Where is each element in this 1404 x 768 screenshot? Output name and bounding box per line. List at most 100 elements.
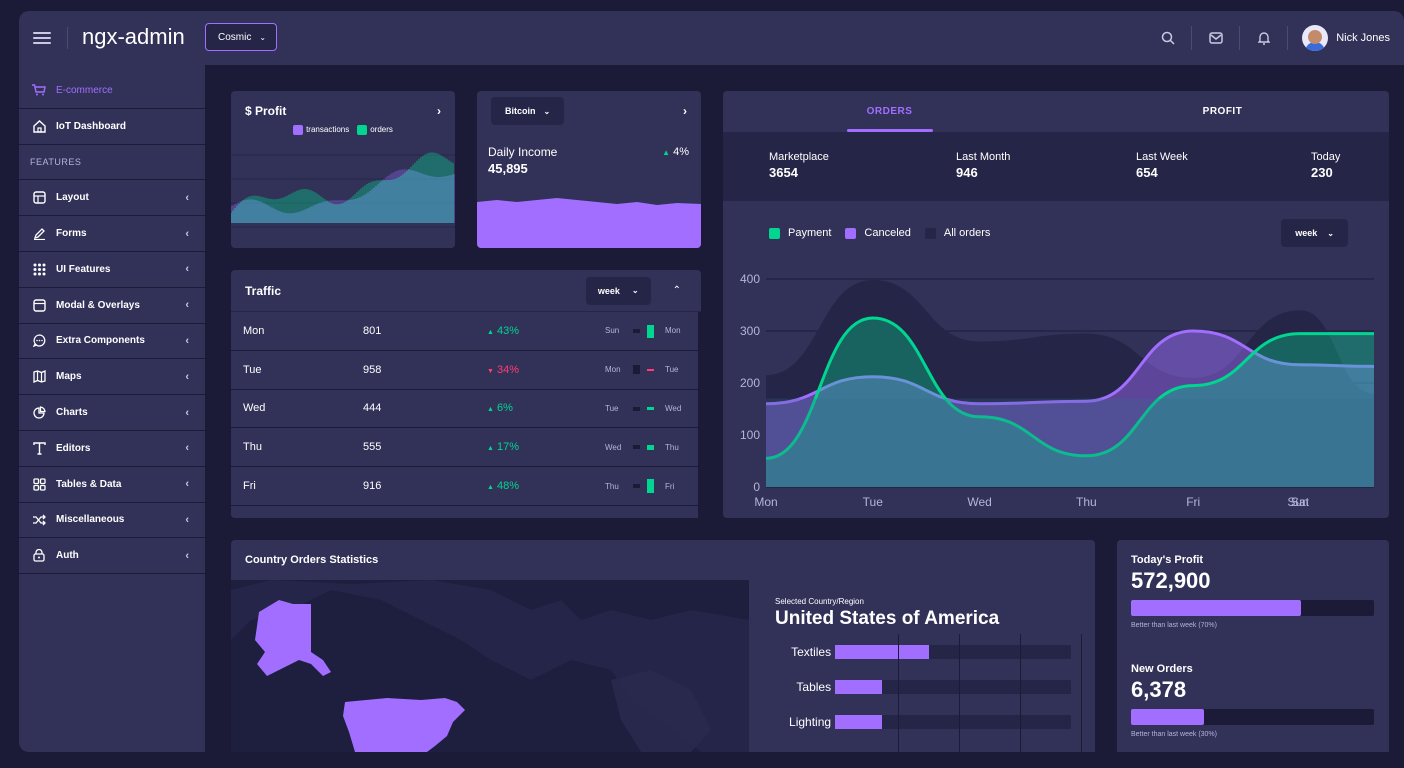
legend-item[interactable]: Payment [769, 227, 831, 239]
table-row[interactable]: Tue 958 ▼ 34% Mon Tue [231, 351, 698, 390]
email-icon[interactable] [1192, 26, 1241, 50]
y-tick-label: 300 [740, 324, 760, 338]
caret-up-icon: ▲ [487, 328, 494, 336]
table-row[interactable]: Mon 801 ▲ 43% Sun Mon [231, 312, 698, 351]
country-bar-label: Lighting [789, 715, 832, 729]
chevron-right-icon[interactable]: › [437, 104, 441, 118]
stat-label: Today [1311, 151, 1341, 163]
country-bar-fill[interactable] [835, 715, 883, 729]
traffic-delta: ▲ 43% [487, 325, 519, 337]
traffic-list: Mon 801 ▲ 43% Sun Mon Tue 958 ▼ 34% Mon Tue Wed 444… [231, 312, 698, 518]
sidebar-item-label: IoT Dashboard [56, 120, 127, 132]
caret-up-icon: ▲ [487, 445, 494, 453]
table-row[interactable]: Thu 555 ▲ 17% Wed Thu [231, 428, 698, 468]
country-bar-label: Tables [796, 680, 832, 694]
header-actions: Nick Jones [1144, 11, 1404, 65]
menu-icon[interactable] [33, 29, 51, 45]
legend-item[interactable]: All orders [924, 227, 990, 239]
income-card-header: Bitcoin ⌄ › [477, 91, 701, 131]
text-icon [32, 441, 46, 455]
sidebar-item-forms[interactable]: Forms ‹ [19, 216, 205, 252]
currency-select[interactable]: Bitcoin ⌄ [491, 97, 565, 125]
message-circle-icon [32, 334, 46, 348]
chevron-up-icon[interactable]: ⌃ [672, 285, 681, 296]
series-line[interactable] [765, 329, 1375, 406]
series-area [766, 280, 1374, 487]
sidebar-section-label: FEATURES [19, 145, 205, 181]
bell-icon[interactable] [1240, 26, 1289, 50]
selected-country: United States of America [775, 608, 1000, 629]
chevron-left-icon: ‹ [185, 442, 189, 455]
sidebar-item-modal-overlays[interactable]: Modal & Overlays ‹ [19, 288, 205, 324]
traffic-prev-day: Tue [605, 403, 619, 413]
table-row[interactable]: Wed 444 ▲ 6% Tue Wed [231, 390, 698, 429]
summary-value: 6,378 [1131, 677, 1187, 702]
x-tick-label: Mon [754, 495, 777, 509]
sidebar-item-ui-features[interactable]: UI Features ‹ [19, 252, 205, 288]
sidebar-item-tables-data[interactable]: Tables & Data ‹ [19, 467, 205, 503]
sidebar-item-layout[interactable]: Layout ‹ [19, 180, 205, 217]
chevron-left-icon: ‹ [185, 299, 189, 312]
progress-fill [1131, 600, 1302, 616]
series-line[interactable] [765, 316, 1374, 460]
stat-label: Last Week [1136, 151, 1188, 163]
y-tick-label: 100 [740, 428, 760, 442]
traffic-value: 801 [363, 324, 382, 337]
edit-icon [32, 227, 46, 241]
legend-swatch [845, 227, 857, 239]
stat-value: 230 [1311, 165, 1333, 180]
traffic-prev-day: Thu [605, 481, 619, 491]
progress-bar [1131, 600, 1374, 616]
lock-icon [32, 549, 46, 563]
usa-region[interactable] [343, 698, 465, 752]
chevron-left-icon: ‹ [185, 370, 189, 383]
scrollbar[interactable] [698, 312, 701, 518]
sidebar-item-label: Forms [56, 228, 87, 240]
legend-item[interactable]: Canceled [845, 227, 911, 239]
country-card-title: Country Orders Statistics [245, 554, 379, 566]
summary-new-orders: New Orders 6,378 Better than last week (… [1131, 663, 1374, 738]
app-logo[interactable]: ngx-admin [82, 24, 185, 49]
chevron-right-icon[interactable]: › [683, 104, 687, 118]
tab-profit[interactable]: PROFIT [1202, 106, 1243, 117]
traffic-prev-day: Sun [605, 326, 620, 336]
traffic-mini-bars [633, 359, 655, 381]
sidebar-item-e-commerce[interactable]: E-commerce [19, 73, 205, 109]
traffic-mini-bars [633, 320, 655, 342]
traffic-period-select[interactable]: week ⌄ [585, 276, 651, 305]
sidebar-item-maps[interactable]: Maps ‹ [19, 359, 205, 396]
sidebar-item-extra-components[interactable]: Extra Components ‹ [19, 324, 205, 360]
user-menu[interactable]: Nick Jones [1288, 25, 1404, 51]
sidebar-item-iot-dashboard[interactable]: IoT Dashboard [19, 109, 205, 145]
country-bar-fill[interactable] [835, 645, 930, 659]
chevron-down-icon: ⌄ [1327, 228, 1334, 238]
traffic-mini-bars [633, 398, 655, 420]
theme-select[interactable]: Cosmic ⌄ [205, 23, 277, 51]
sidebar-item-miscellaneous[interactable]: Miscellaneous ‹ [19, 503, 205, 539]
sidebar-item-charts[interactable]: Charts ‹ [19, 395, 205, 431]
sidebar-item-editors[interactable]: Editors ‹ [19, 431, 205, 467]
country-bar-track [835, 680, 1071, 694]
series-area [766, 331, 1374, 487]
traffic-cur-day: Mon [665, 326, 681, 336]
traffic-delta-value: 6% [497, 402, 513, 415]
summary-today-profit: Today's Profit 572,900 Better than last … [1131, 554, 1374, 629]
traffic-cur-bar [647, 368, 654, 371]
traffic-cur-day: Thu [665, 442, 679, 452]
sidebar-item-label: E-commerce [56, 84, 113, 96]
tab-orders[interactable]: ORDERS [723, 91, 1056, 132]
stat-marketplace: Marketplace 3654 [769, 151, 829, 180]
traffic-delta: ▲ 6% [487, 402, 513, 414]
country-bar-fill[interactable] [835, 680, 883, 694]
search-icon[interactable] [1144, 26, 1193, 50]
country-bar-row: Tables [775, 677, 1071, 697]
traffic-header: Traffic week ⌄ ⌃ [231, 270, 701, 312]
table-row[interactable]: Fri 916 ▲ 48% Thu Fri [231, 467, 698, 506]
legend-label: Canceled [864, 227, 911, 239]
world-map[interactable] [231, 580, 749, 752]
legend-label: transactions [306, 125, 350, 135]
profit-sparkline [231, 152, 455, 228]
orders-period-select[interactable]: week ⌄ [1281, 219, 1348, 247]
alaska-region[interactable] [255, 600, 331, 676]
sidebar-item-auth[interactable]: Auth ‹ [19, 538, 205, 575]
